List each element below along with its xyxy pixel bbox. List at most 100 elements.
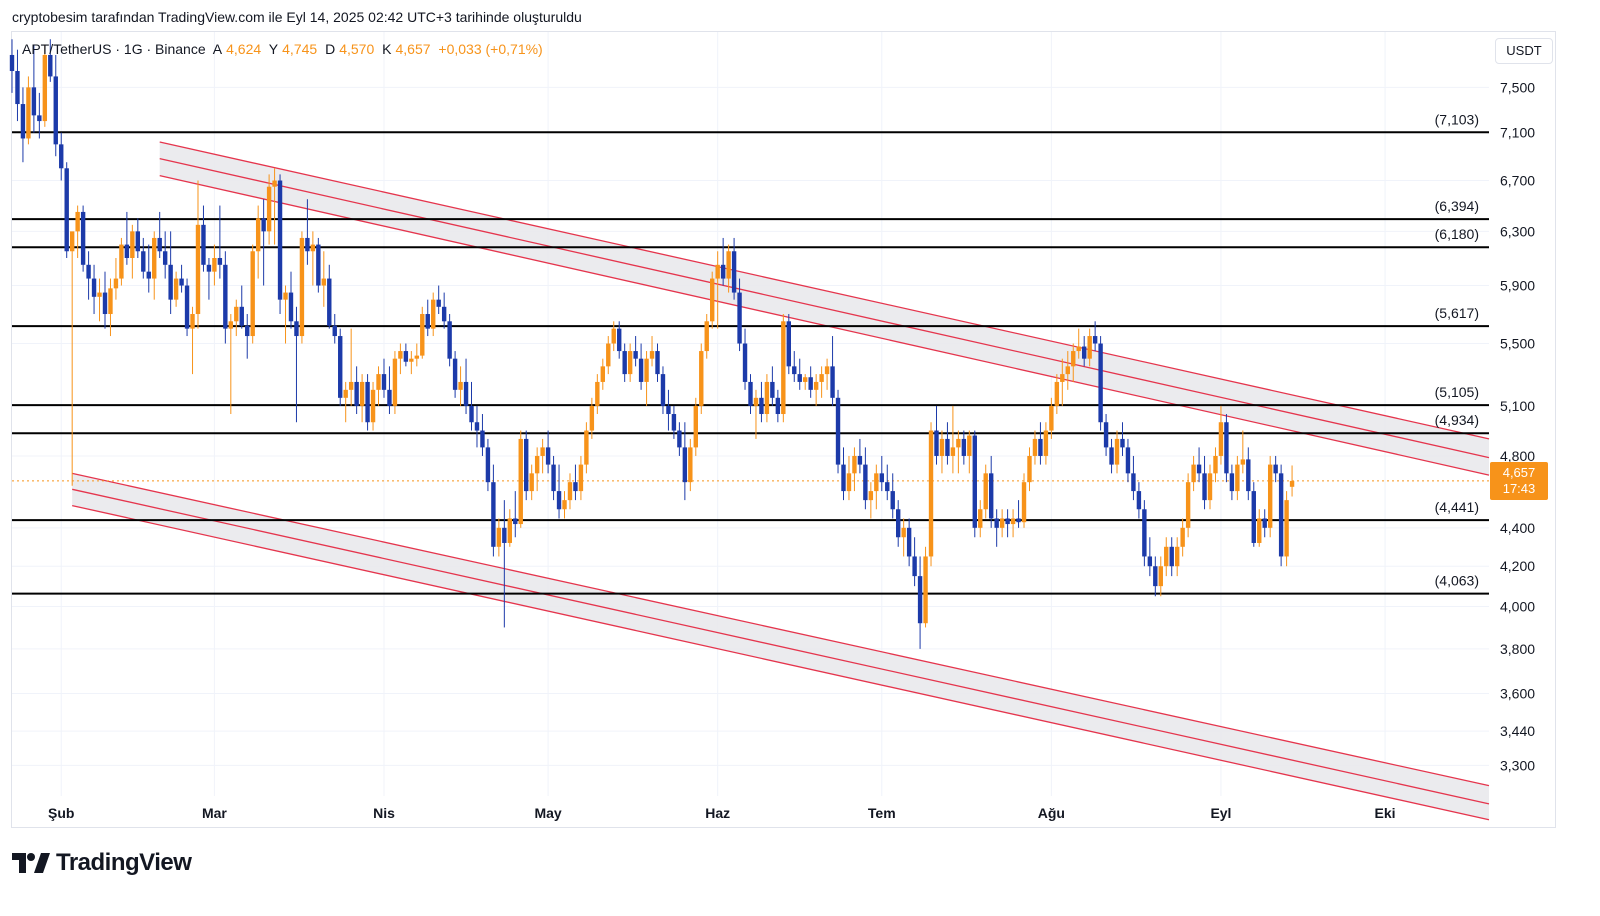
candle-down [638, 358, 644, 382]
time-tick-label: Haz [705, 805, 730, 821]
candle-up [420, 314, 425, 356]
candle-up [813, 381, 819, 390]
legend-low: 4,570 [339, 41, 375, 57]
candle-up [321, 278, 327, 286]
candle-down [463, 381, 469, 406]
candle-down [742, 343, 748, 382]
legend-high-label: Y [268, 41, 279, 57]
candle-up [1257, 518, 1262, 543]
candle-up [1060, 374, 1065, 382]
candle-down [1098, 343, 1103, 423]
candle-down [452, 358, 458, 390]
horizontal-level-label: (4,063) [1435, 573, 1479, 589]
candle-down [556, 491, 562, 510]
candle-down [447, 321, 452, 359]
candle-up [496, 527, 502, 547]
candle-down [775, 397, 781, 415]
horizontal-level-label: (7,103) [1435, 111, 1479, 127]
candle-down [1038, 438, 1043, 456]
price-tick-label: 3,600 [1500, 686, 1535, 702]
candle-down [425, 314, 430, 329]
candle-down [934, 430, 939, 456]
candle-down [288, 292, 294, 322]
candle-up [1235, 464, 1240, 492]
candle-up [803, 377, 808, 382]
candle-up [781, 321, 786, 415]
candle-up [704, 321, 709, 352]
candle-up [928, 430, 934, 557]
candle-down [524, 438, 529, 492]
candle-up [819, 374, 824, 382]
candle-up [119, 244, 124, 279]
price-tick-label: 6,700 [1500, 173, 1535, 189]
candle-down [1109, 447, 1114, 465]
candle-down [261, 218, 266, 232]
candle-up [69, 231, 75, 252]
candle-down [217, 258, 223, 265]
candle-down [338, 336, 343, 398]
candle-up [611, 328, 616, 344]
legend-close: 4,657 [395, 41, 431, 57]
candle-up [42, 54, 48, 122]
candle-up [507, 518, 513, 543]
candle-down [206, 264, 212, 272]
candle-down [403, 351, 409, 362]
candle-up [1049, 405, 1054, 431]
candle-down [677, 430, 682, 448]
candle-up [1174, 546, 1180, 567]
candle-up [595, 381, 600, 406]
candle-up [567, 482, 573, 501]
candle-down [441, 306, 447, 322]
candle-down [830, 366, 835, 398]
candle-up [956, 438, 961, 448]
candle-up [376, 374, 381, 390]
candle-up [1010, 518, 1016, 525]
time-tick-label: Ağu [1038, 805, 1065, 821]
candle-up [359, 381, 365, 406]
candle-down [863, 464, 868, 501]
candle-down [945, 438, 950, 456]
candle-down [1169, 546, 1174, 567]
candle-up [983, 473, 988, 510]
tradingview-logo[interactable]: TradingView [12, 848, 192, 878]
candle-down [759, 397, 764, 415]
candle-down [1224, 422, 1229, 474]
candle-down [972, 435, 977, 528]
price-tick-label: 5,900 [1500, 278, 1535, 294]
candle-down [660, 374, 666, 406]
price-tick-label: 7,100 [1500, 125, 1535, 141]
candle-down [239, 306, 244, 326]
candle-up [868, 491, 874, 501]
candle-down [731, 251, 737, 293]
candle-down [102, 292, 108, 315]
candle-up [1164, 546, 1169, 567]
candle-down [277, 180, 283, 300]
candle-down [573, 482, 578, 492]
candle-layer [9, 39, 1295, 649]
candle-up [852, 455, 857, 474]
candle-down [480, 430, 485, 448]
candle-down [86, 264, 91, 279]
candle-down [48, 54, 53, 77]
price-tick-label: 5,500 [1500, 336, 1535, 352]
candle-down [720, 264, 726, 279]
candle-down [1125, 447, 1131, 474]
currency-unit-button[interactable]: USDT [1495, 38, 1553, 64]
price-tick-label: 7,500 [1500, 79, 1535, 95]
last-price-tag: 4,657 17:43 [1490, 461, 1548, 500]
channel-line [159, 157, 1490, 459]
candle-up [1065, 366, 1070, 375]
tradingview-logo-icon [12, 853, 50, 873]
candle-up [764, 381, 770, 415]
candle-down [1153, 566, 1158, 587]
candle-down [53, 76, 58, 145]
candle-down [1196, 464, 1202, 474]
candle-up [1054, 381, 1060, 406]
legend-change: +0,033 (+0,71%) [438, 41, 543, 57]
candle-up [1114, 438, 1120, 465]
horizontal-level-label: (6,180) [1435, 226, 1479, 242]
chart-frame[interactable] [11, 31, 1556, 828]
candle-down [1278, 473, 1284, 557]
price-tick-label: 3,300 [1500, 757, 1535, 773]
